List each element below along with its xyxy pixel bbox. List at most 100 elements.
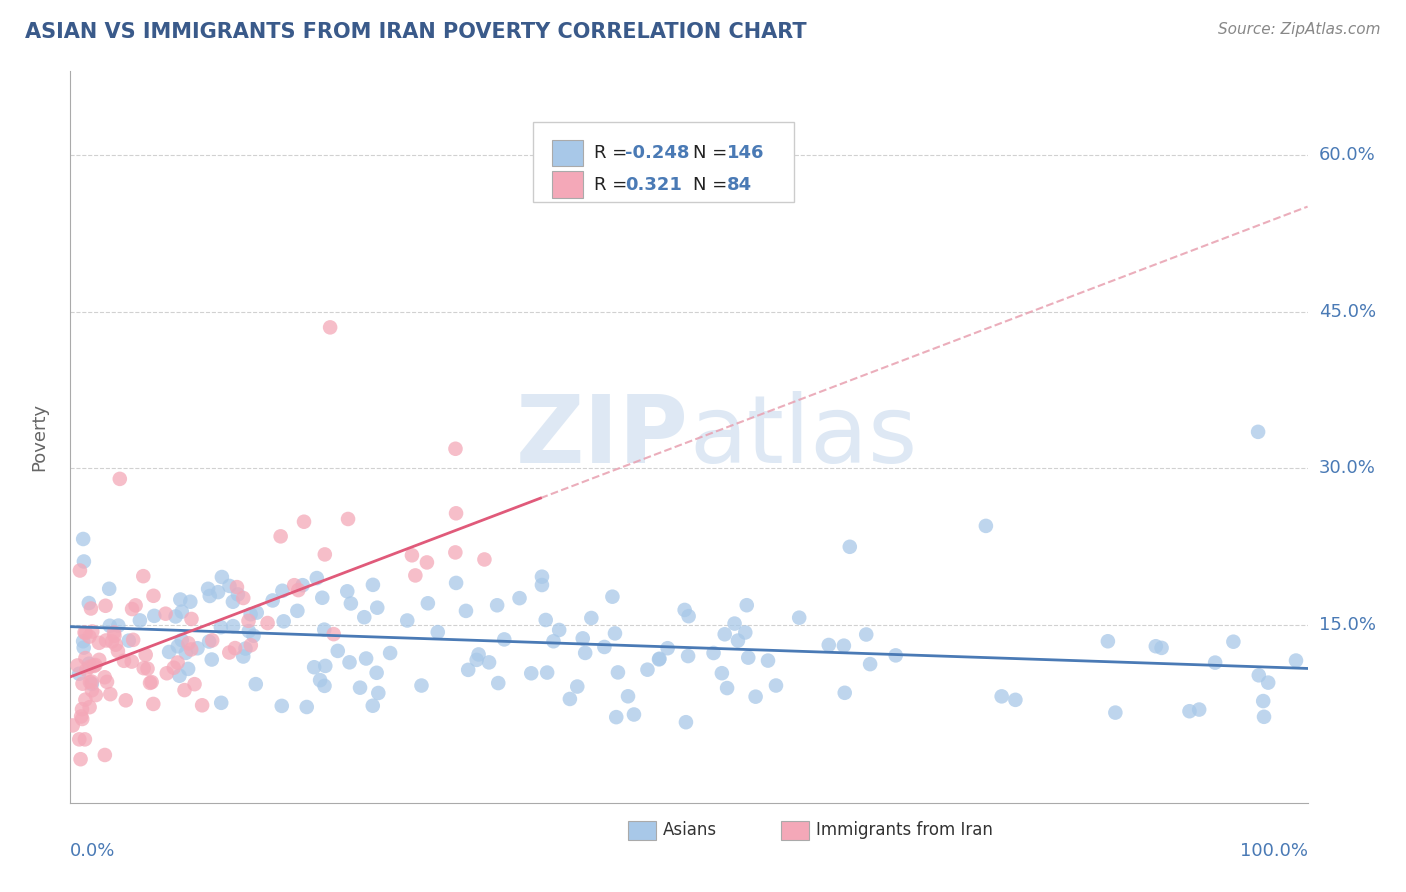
Point [1144,639,1167,653]
Point [416,596,439,610]
Point [1222,634,1244,648]
Point [141,675,163,690]
Point [581,611,603,625]
Point [270,698,292,713]
Point [166,640,188,654]
Point [75,651,97,665]
Point [128,613,150,627]
Point [543,634,565,648]
Text: ASIAN VS IMMIGRANTS FROM IRAN POVERTY CORRELATION CHART: ASIAN VS IMMIGRANTS FROM IRAN POVERTY CO… [25,22,807,42]
Point [416,556,439,570]
Point [66,658,89,673]
Point [177,662,200,676]
Point [314,548,336,562]
Point [353,610,375,624]
Text: ZIP: ZIP [516,391,689,483]
Point [744,690,766,704]
Point [574,646,596,660]
Point [765,679,787,693]
Point [238,614,260,628]
Point [444,545,467,559]
Point [77,596,100,610]
Point [98,582,121,596]
Point [1253,710,1275,724]
Text: N =: N = [693,144,733,162]
Point [339,656,361,670]
Point [226,580,249,594]
Point [235,641,257,656]
Point [367,686,389,700]
Point [93,670,115,684]
Point [198,634,221,648]
Point [80,674,103,689]
Point [72,634,94,648]
Point [262,593,284,607]
Point [69,564,91,578]
Point [454,604,477,618]
Point [457,663,479,677]
Point [444,442,467,456]
Point [121,655,143,669]
Point [207,585,229,599]
Point [136,662,159,676]
Point [676,648,699,663]
Point [72,676,94,690]
Point [242,629,264,643]
Text: 45.0%: 45.0% [1319,302,1376,321]
Point [245,677,267,691]
Point [89,653,111,667]
Point [1247,425,1270,439]
Point [444,576,467,591]
Point [124,599,146,613]
Point [191,698,214,713]
Point [404,568,426,582]
Point [314,659,336,673]
Point [211,570,233,584]
Point [291,578,314,592]
Point [169,592,191,607]
Point [67,732,90,747]
Point [103,629,125,643]
Point [536,665,558,680]
Point [108,472,131,486]
Point [287,604,309,618]
Point [73,732,96,747]
Point [1251,694,1274,708]
Point [72,532,94,546]
Point [974,519,997,533]
Point [319,320,342,334]
Point [478,656,501,670]
Point [558,692,581,706]
Point [787,610,810,624]
Text: atlas: atlas [689,391,917,483]
Point [337,512,360,526]
Point [678,609,700,624]
Point [174,646,197,660]
Text: 146: 146 [727,144,763,162]
Point [239,638,262,652]
Point [82,624,104,639]
Point [107,618,129,632]
Point [534,613,557,627]
Point [96,674,118,689]
Point [87,636,110,650]
Point [509,591,531,606]
Point [817,638,839,652]
Point [361,578,384,592]
Point [623,707,645,722]
Point [224,641,246,656]
Point [723,616,745,631]
Point [135,648,157,662]
Point [1247,668,1270,682]
Point [173,683,195,698]
Point [474,552,496,566]
Point [238,624,260,639]
Point [727,633,749,648]
Point [617,690,640,704]
Point [70,702,93,716]
Point [494,632,516,647]
Point [163,661,186,675]
Point [70,712,93,726]
Point [183,677,205,691]
Point [271,583,294,598]
